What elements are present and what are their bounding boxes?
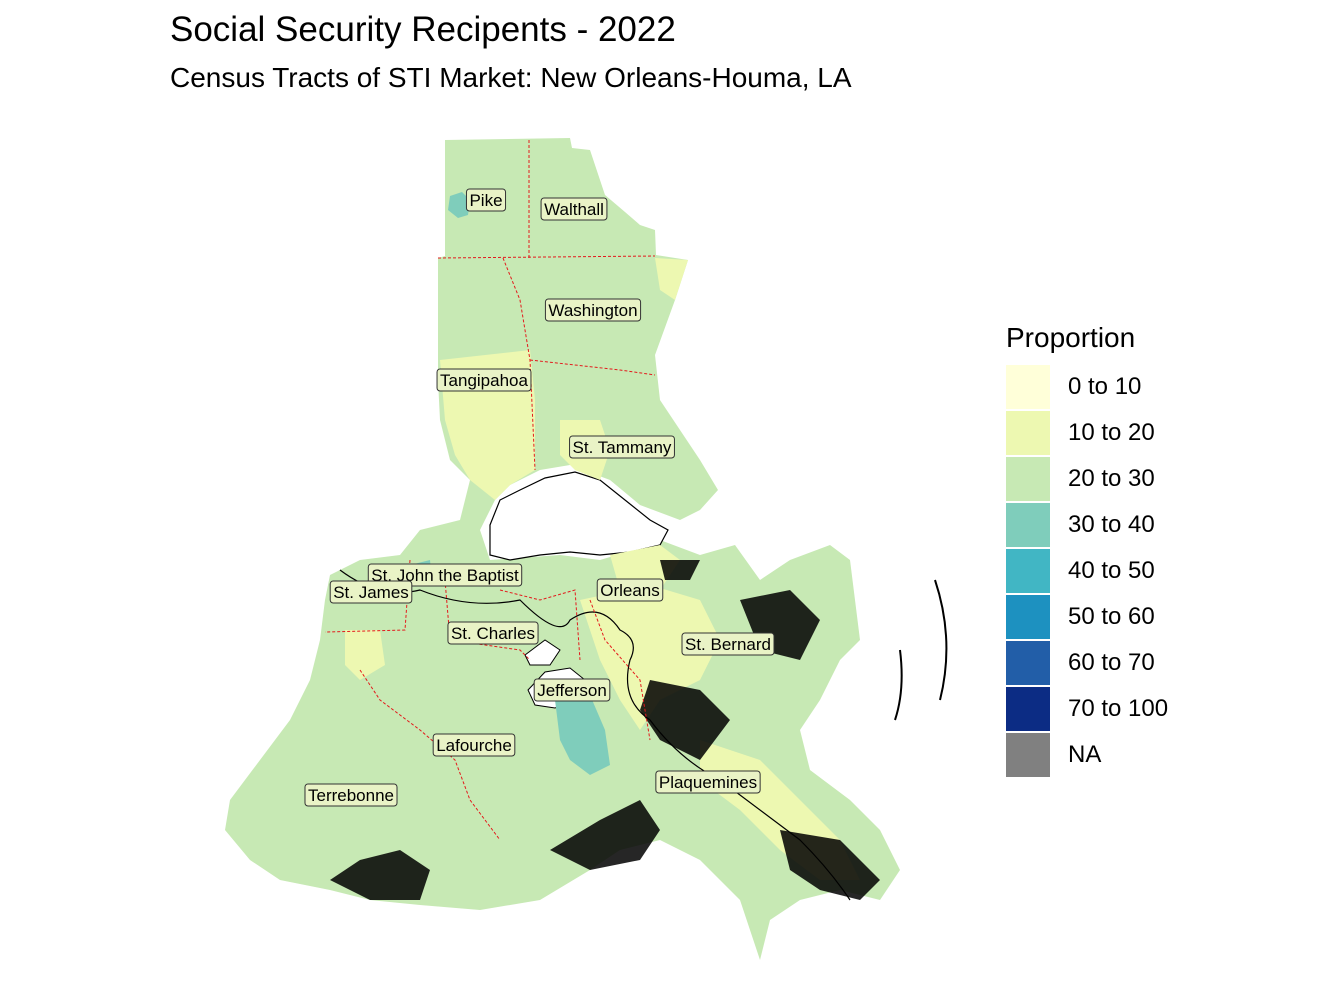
legend-label: 40 to 50 [1068,557,1155,584]
label-terrebonne: Terrebonne [304,783,398,807]
legend-swatch [1006,687,1050,731]
tract-east-bank [580,585,720,730]
legend-label: 60 to 70 [1068,649,1155,676]
label-st-charles: St. Charles [447,621,539,645]
legend-swatch [1006,411,1050,455]
map-title: Social Security Recipents - 2022 [170,10,676,49]
lake-pontchartrain [489,471,669,561]
legend-title: Proportion [1006,322,1136,353]
label-st-tammany: St. Tammany [569,435,675,459]
svg-text:St. Bernard: St. Bernard [685,635,771,654]
label-lafourche: Lafourche [432,733,516,757]
map-subtitle: Census Tracts of STI Market: New Orleans… [170,62,852,93]
label-st-bernard: St. Bernard [681,632,775,656]
mississippi-river [339,569,851,901]
legend-swatch [1006,733,1050,777]
legend-item: 60 to 70 [1006,640,1168,686]
legend: Proportion 0 to 10 10 to 20 20 to 30 30 … [1006,322,1168,778]
legend-swatch [1006,365,1050,409]
legend-item: 50 to 60 [1006,594,1168,640]
svg-text:Jefferson: Jefferson [537,681,607,700]
svg-text:Terrebonne: Terrebonne [308,786,394,805]
svg-text:Orleans: Orleans [600,581,660,600]
tract-washington-east [655,258,688,300]
legend-item: 10 to 20 [1006,410,1168,456]
barrier-islands [894,579,948,721]
legend-label: 10 to 20 [1068,419,1155,446]
legend-label: 30 to 40 [1068,511,1155,538]
legend-swatch [1006,503,1050,547]
legend-item: 30 to 40 [1006,502,1168,548]
label-tangipahoa: Tangipahoa [436,368,532,392]
legend-item: 20 to 30 [1006,456,1168,502]
label-jefferson: Jefferson [533,678,611,702]
svg-text:Walthall: Walthall [544,200,604,219]
legend-item: NA [1006,732,1168,778]
svg-text:Washington: Washington [548,301,637,320]
label-walthall: Walthall [540,197,608,221]
choropleth-map: Pike Walthall Washington Tangipahoa St. … [225,138,948,960]
label-washington: Washington [544,298,642,322]
legend-label: 20 to 30 [1068,465,1155,492]
legend-swatch [1006,457,1050,501]
county-borders [324,140,656,841]
label-orleans: Orleans [596,578,664,602]
legend-items: 0 to 10 10 to 20 20 to 30 30 to 40 40 to… [1006,364,1168,778]
coastal-marsh [330,560,880,900]
tract-st-james-west [345,630,385,680]
svg-text:Plaquemines: Plaquemines [659,773,757,792]
svg-text:St. James: St. James [333,583,409,602]
svg-text:Pike: Pike [469,191,502,210]
svg-text:St. John the Baptist: St. John the Baptist [371,566,519,585]
legend-label: NA [1068,741,1102,768]
tract-pike-high [448,192,470,218]
legend-swatch [1006,549,1050,593]
legend-label: 70 to 100 [1068,695,1169,722]
svg-text:Tangipahoa: Tangipahoa [440,371,528,390]
legend-swatch [1006,595,1050,639]
legend-item: 40 to 50 [1006,548,1168,594]
label-plaquemines: Plaquemines [655,770,761,794]
svg-text:St. Charles: St. Charles [451,624,535,643]
lake-cataouatche [524,639,561,666]
svg-text:Lafourche: Lafourche [436,736,512,755]
legend-label: 50 to 60 [1068,603,1155,630]
legend-item: 0 to 10 [1006,364,1168,410]
svg-text:St. Tammany: St. Tammany [573,438,672,457]
legend-swatch [1006,641,1050,685]
label-st-james: St. James [329,580,413,604]
legend-label: 0 to 10 [1068,373,1142,400]
label-pike: Pike [465,188,507,212]
tract-jefferson-high [555,695,610,775]
legend-item: 70 to 100 [1006,686,1168,732]
